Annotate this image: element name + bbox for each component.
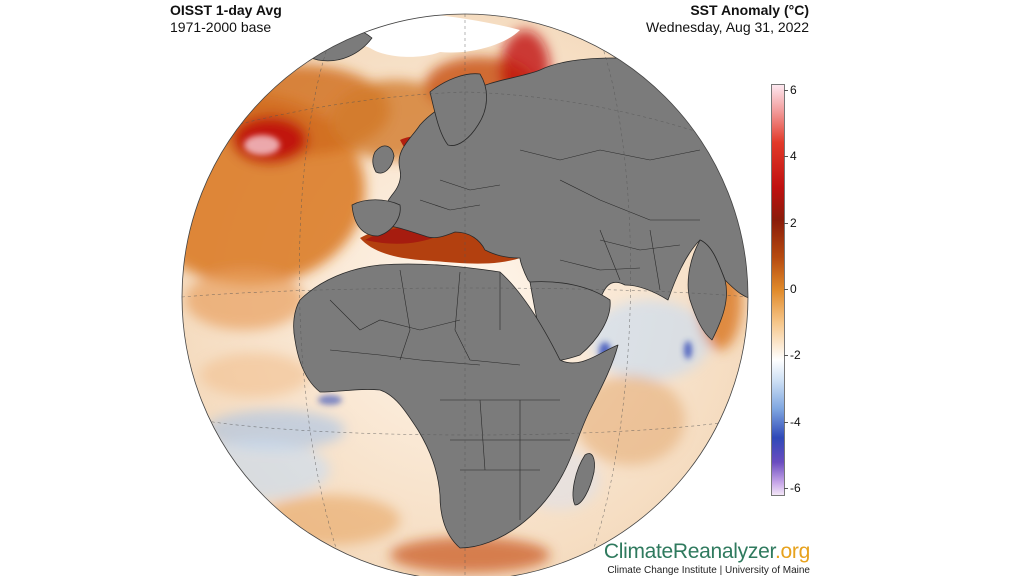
globe-outline — [181, 13, 749, 576]
colorbar-tick-label: 2 — [790, 215, 797, 230]
colorbar-tick-label: 6 — [790, 83, 797, 97]
colorbar-tick-label: -6 — [790, 481, 801, 495]
scandinavia — [429, 73, 487, 146]
colorbar-tick-label: -4 — [790, 414, 801, 429]
iberia — [351, 199, 401, 237]
india — [687, 239, 727, 341]
colorbar — [771, 84, 785, 496]
header-right: SST Anomaly (°C) Wednesday, Aug 31, 2022 — [646, 2, 809, 36]
colorbar-tick-label: -2 — [790, 348, 801, 363]
institution-label: Climate Change Institute | University of… — [607, 565, 810, 576]
date-label: Wednesday, Aug 31, 2022 — [646, 19, 809, 35]
colorbar-tickmark — [784, 488, 788, 489]
colorbar-tickmark — [784, 222, 788, 224]
country-borders — [329, 149, 701, 520]
colorbar-tickmark — [784, 90, 788, 91]
variable-title: SST Anomaly (°C) — [690, 2, 809, 18]
header-left: OISST 1-day Avg 1971-2000 base — [170, 2, 282, 36]
colorbar-tickmark — [784, 421, 788, 423]
colorbar-tickmark — [784, 156, 788, 158]
colorbar-tickmark — [784, 289, 788, 290]
colorbar-tickmark — [784, 355, 788, 357]
map-title: OISST 1-day Avg — [170, 2, 282, 18]
colorbar-tick-label: 0 — [790, 282, 797, 296]
brand-tld: .org — [775, 540, 810, 563]
madagascar — [572, 453, 595, 506]
colorbar-tick-label: 4 — [790, 149, 797, 164]
eurasia — [383, 57, 748, 331]
brand-logo: ClimateReanalyzer.org — [604, 540, 810, 564]
brand-name: ClimateReanalyzer — [603, 540, 775, 563]
land-masses — [182, 34, 748, 549]
baseline-label: 1971-2000 base — [170, 19, 272, 35]
graticule — [182, 14, 748, 576]
british-isles — [372, 145, 395, 174]
